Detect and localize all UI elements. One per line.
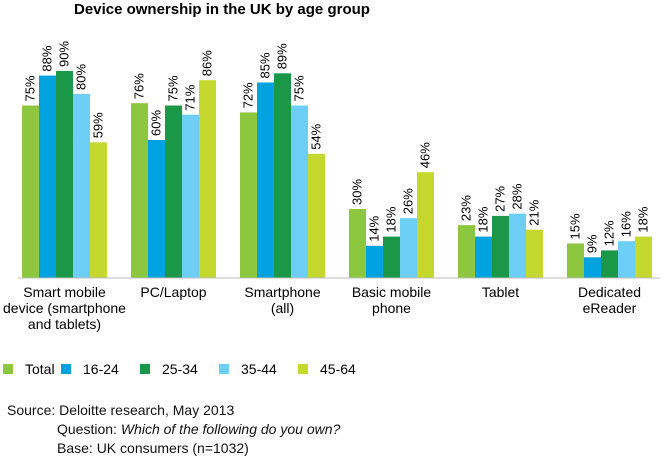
bar-0-2 [56,71,73,278]
bar-1-0 [131,103,148,278]
bar-5-3 [618,241,635,278]
bar-2-4 [308,153,325,278]
value-label-1-3: 71% [183,84,198,110]
value-label-5-1: 9% [585,234,600,253]
value-label-1-0: 76% [132,73,147,99]
value-label-4-4: 21% [527,199,542,225]
legend-swatch-3 [219,364,229,374]
base-note: Base: UK consumers (n=1032) [57,440,249,456]
legend-label-1: 16-24 [83,361,119,377]
legend: Total 16-24 25-34 35-44 45-64 [3,361,356,377]
value-labels-group: 75%88% 90%80%59%76%60%75% 71%86%72%85% 89%7… [23,41,651,254]
value-label-2-3: 75% [292,75,307,101]
bar-2-3 [291,105,308,278]
value-label-5-2: 12% [602,220,617,246]
category-label-3-0: Basic mobile [352,284,432,300]
bar-0-0 [22,105,39,278]
bar-0-1 [39,75,56,278]
question-note: Question: Which of the following do you … [7,420,340,439]
category-label-0-1: device (smartphone [3,300,126,316]
value-label-2-2: 89% [275,43,290,69]
value-label-0-1: 88% [40,45,55,71]
bar-1-3 [182,114,199,278]
category-label-3-1: phone [372,300,411,316]
value-label-5-4: 18% [636,206,651,232]
bar-2-2 [274,73,291,278]
category-label-1-0: PC/Laptop [140,284,206,300]
category-label-2-0: Smartphone [244,284,320,300]
value-label-1-2: 75% [166,75,181,101]
value-label-5-0: 15% [568,213,583,239]
bars-group [22,71,652,279]
category-label-0-2: and tablets) [28,316,101,332]
source-note: Source: Deloitte research, May 2013 [7,402,235,418]
bar-3-4 [417,172,434,278]
value-label-4-3: 28% [510,183,525,209]
value-label-4-1: 18% [476,206,491,232]
value-label-0-3: 80% [74,64,89,90]
value-label-5-3: 16% [619,211,634,237]
category-label-0-0: Smart mobile [23,284,106,300]
question-text: Which of the following do you own? [120,421,341,437]
category-label-4-0: Tablet [482,284,519,300]
bar-0-3 [73,94,90,278]
bar-5-0 [567,243,584,278]
category-label-5-1: eReader [583,300,637,316]
bar-3-2 [383,236,400,278]
legend-label-3: 35-44 [241,361,277,377]
bar-4-2 [492,215,509,278]
legend-swatch-1 [61,364,71,374]
bar-5-4 [635,236,652,278]
bar-chart: Device ownership in the UK by age group … [3,1,660,377]
bar-5-2 [601,250,618,278]
bar-1-4 [199,80,216,278]
value-label-3-1: 14% [367,215,382,241]
value-label-4-2: 27% [493,185,508,211]
value-label-2-0: 72% [241,82,256,108]
bar-1-2 [165,105,182,278]
value-label-0-0: 75% [23,75,38,101]
value-label-4-0: 23% [459,195,474,221]
value-label-0-4: 59% [91,112,106,138]
value-label-0-2: 90% [57,41,72,67]
footer: Source: Deloitte research, May 2013 Ques… [7,401,340,458]
value-label-1-4: 86% [200,50,215,76]
bar-2-0 [240,112,257,279]
category-label-2-1: (all) [271,300,294,316]
bar-4-1 [475,236,492,278]
bar-3-3 [400,218,417,278]
question-label: Question: [57,421,117,437]
bar-4-0 [458,225,475,278]
value-label-2-1: 85% [258,52,273,78]
value-label-3-3: 26% [401,188,416,214]
bar-2-1 [257,82,274,278]
legend-label-4: 45-64 [320,361,356,377]
bar-4-3 [509,213,526,278]
bar-5-1 [584,257,601,278]
bar-3-0 [349,209,366,278]
legend-swatch-4 [298,364,308,374]
value-label-3-0: 30% [350,179,365,205]
bar-1-1 [148,140,165,278]
bar-0-4 [90,142,107,278]
value-label-3-4: 46% [418,142,433,168]
legend-swatch-0 [3,364,13,374]
chart-title: Device ownership in the UK by age group [74,1,370,18]
legend-swatch-2 [140,364,150,374]
bar-3-1 [366,245,383,278]
category-label-5-0: Dedicated [578,284,641,300]
value-label-2-4: 54% [309,123,324,149]
value-label-1-1: 60% [149,110,164,136]
bar-4-4 [526,229,543,278]
value-label-3-2: 18% [384,206,399,232]
legend-label-0: Total [25,361,55,377]
legend-label-2: 25-34 [162,361,198,377]
